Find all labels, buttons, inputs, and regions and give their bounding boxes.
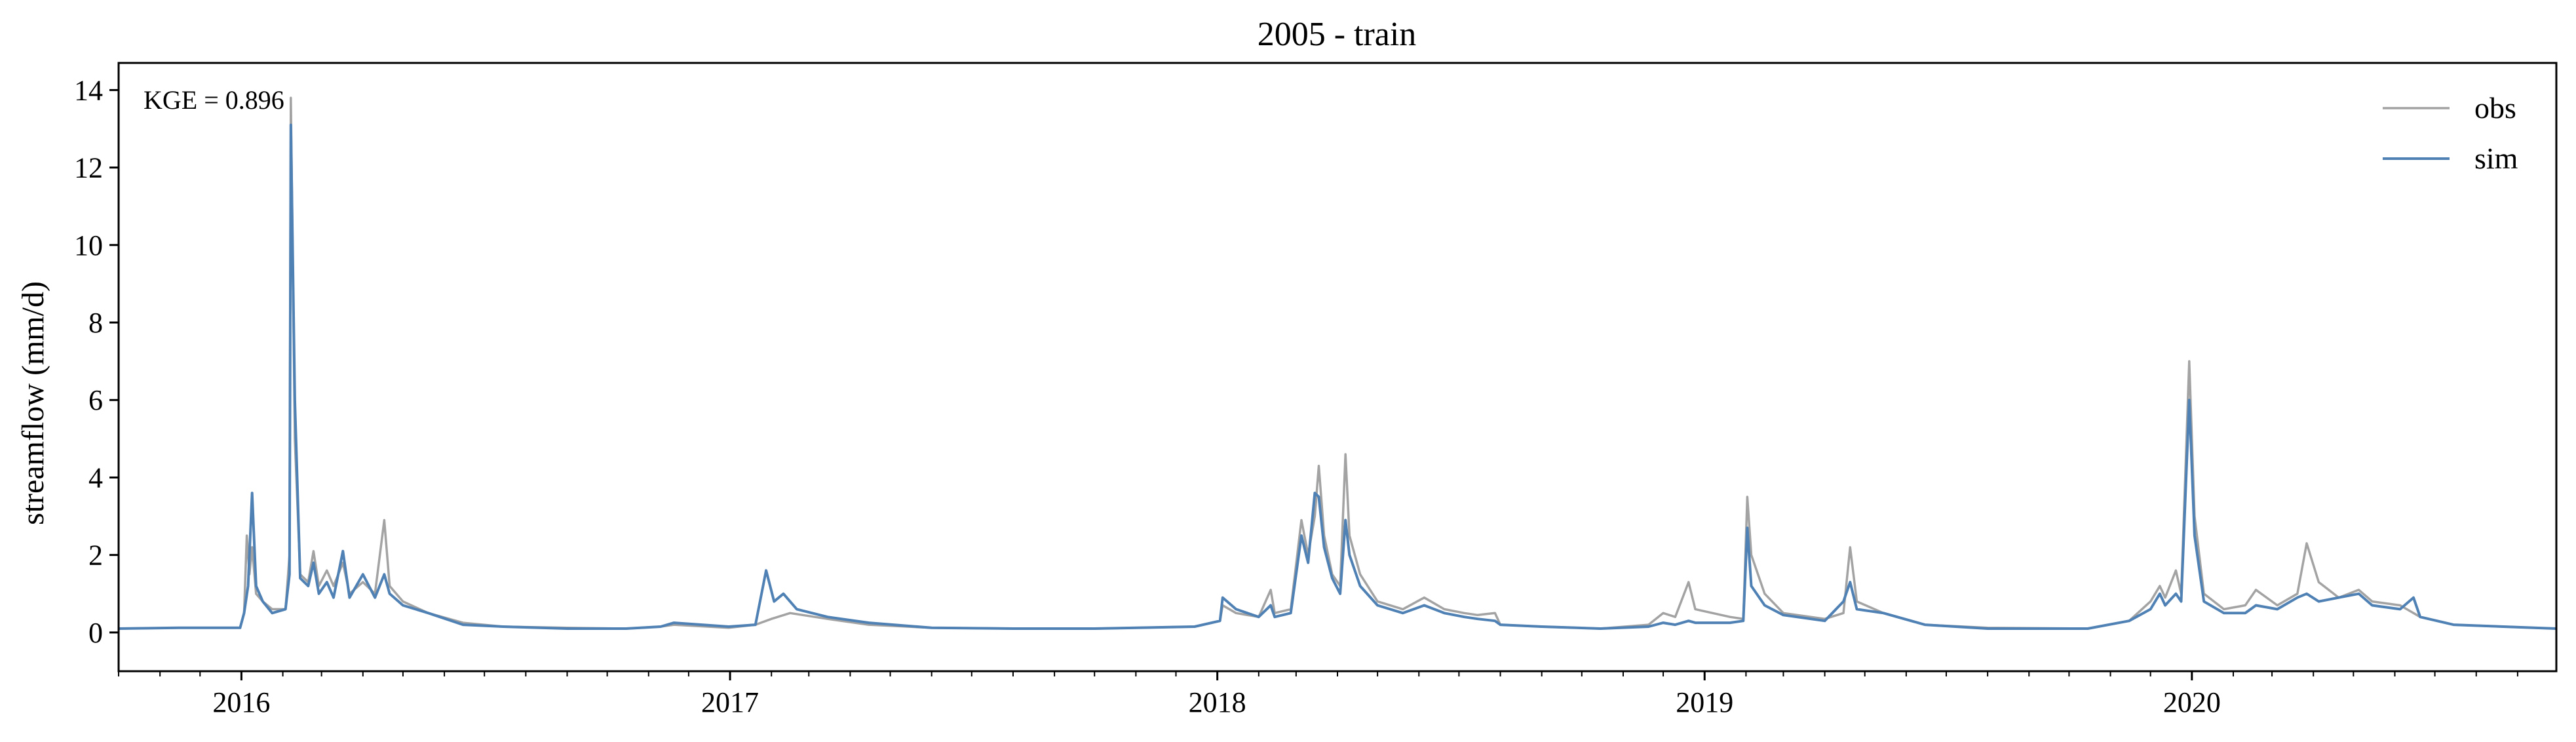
legend: obs sim [2383, 91, 2518, 175]
x-tick-label: 2017 [701, 686, 759, 718]
series-line-sim [118, 123, 2557, 630]
plot-area [118, 96, 2557, 630]
y-tick-label: 12 [74, 152, 103, 184]
x-tick-label: 2018 [1189, 686, 1246, 718]
y-axis: 0 2 4 6 8 10 12 14 [74, 74, 119, 649]
x-axis: 2016 2017 2018 2019 2020 [118, 671, 2518, 718]
y-tick-label: 10 [74, 229, 103, 262]
y-tick-label: 14 [74, 74, 103, 106]
y-tick-label: 6 [88, 384, 103, 416]
chart-title: 2005 - train [1258, 16, 1417, 53]
y-axis-label: streamflow (mm/d) [16, 281, 50, 525]
kge-annotation: KGE = 0.896 [144, 85, 284, 115]
legend-label-sim: sim [2474, 142, 2518, 175]
x-tick-label: 2016 [212, 686, 270, 718]
y-tick-label: 8 [88, 307, 103, 339]
y-tick-label: 0 [88, 617, 103, 649]
legend-label-obs: obs [2474, 91, 2516, 125]
x-tick-label: 2019 [1676, 686, 1733, 718]
x-tick-label: 2020 [2163, 686, 2221, 718]
y-tick-label: 2 [88, 539, 103, 572]
y-tick-label: 4 [88, 461, 103, 494]
